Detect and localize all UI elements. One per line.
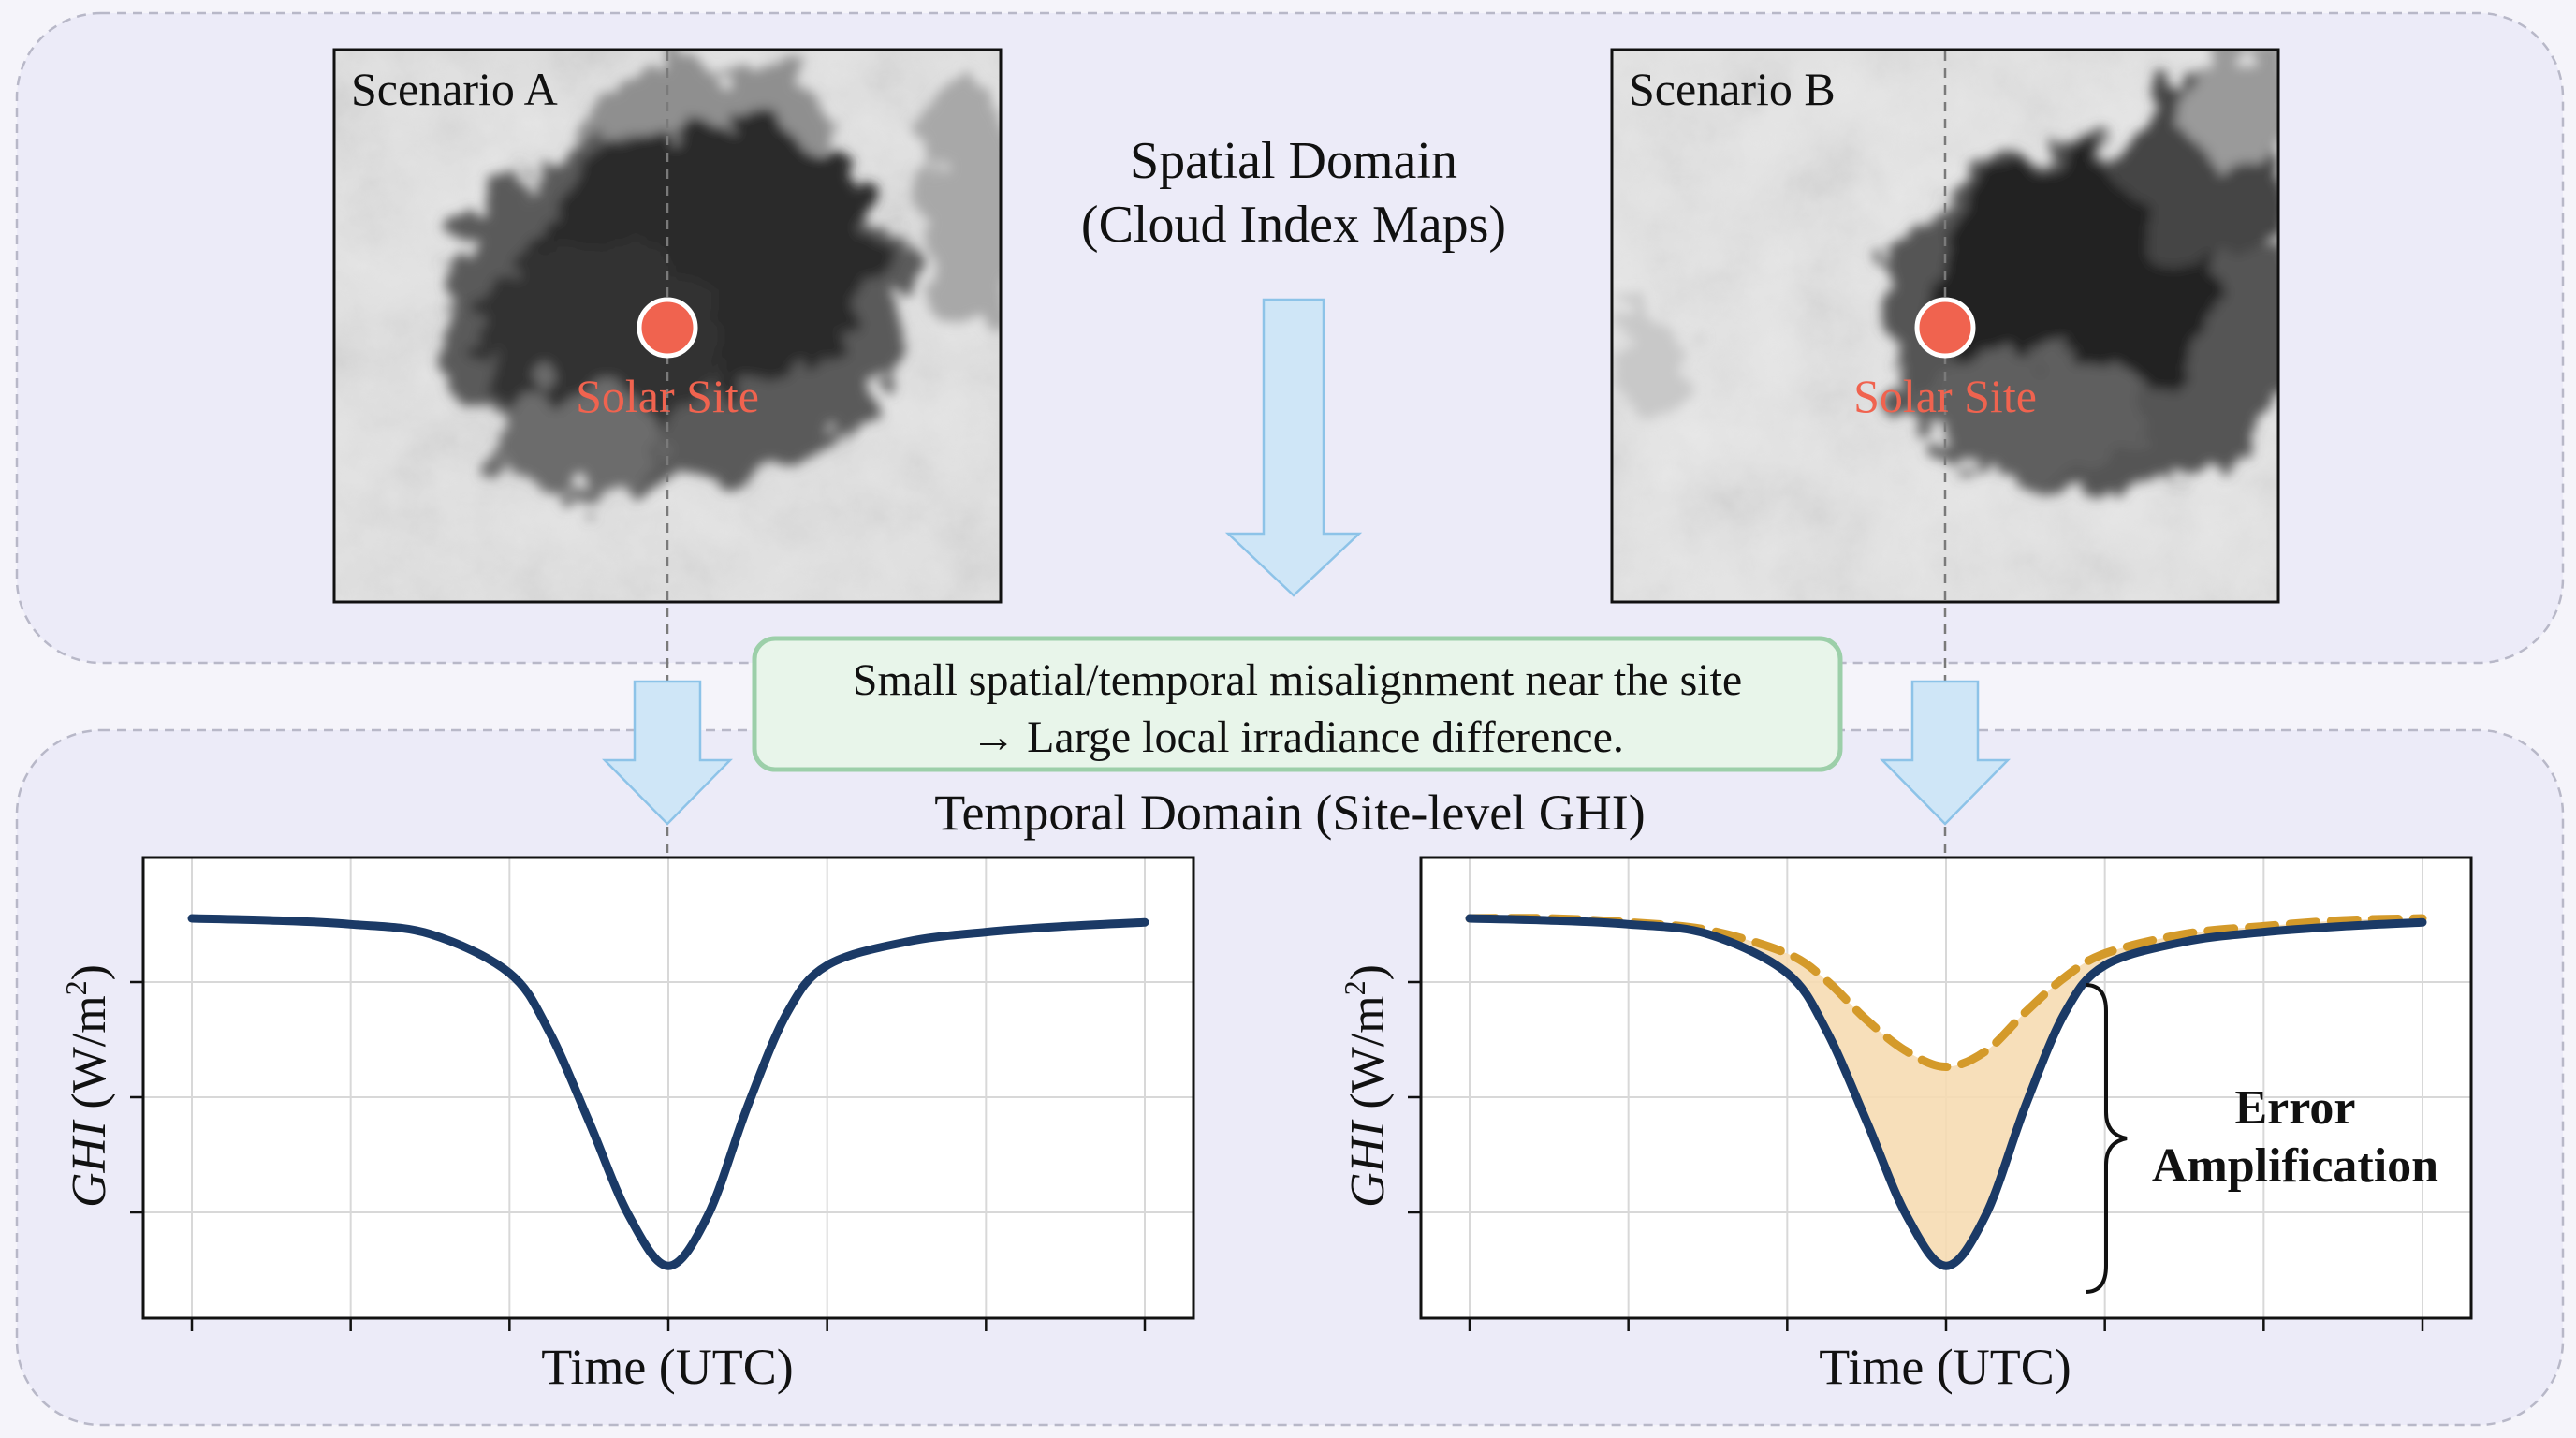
plot-a-ylabel-unit: (W/m — [63, 995, 116, 1121]
plot-b-ylabel-var: GHI — [1341, 1119, 1395, 1208]
down-arrow-b — [1880, 680, 2011, 826]
misalignment-callout — [752, 636, 1843, 772]
plot-a-series — [187, 914, 1149, 1270]
plot-a-frame — [141, 856, 1195, 1320]
plot-b-ticks — [1408, 980, 2424, 1331]
map-b-frame — [1610, 48, 2280, 604]
plot-b-ylabel-sup: 2 — [1338, 980, 1371, 995]
map-a-frame — [332, 48, 1003, 604]
spatial-domain-subtitle: (Cloud Index Maps) — [1081, 196, 1506, 254]
error-annotation-line-2: Amplification — [2152, 1139, 2438, 1193]
down-arrow-a — [602, 680, 733, 826]
scenario-a-label: Scenario A — [351, 63, 558, 115]
plot-a-ticks — [130, 980, 1147, 1331]
plot-a-xlabel: Time (UTC) — [541, 1339, 794, 1395]
callout-line-2: → Large local irradiance difference. — [971, 712, 1624, 762]
plot-b-error-region — [1470, 917, 2422, 1267]
plot-b-error-fill — [1470, 917, 2422, 1267]
callout-line-1: Small spatial/temporal misalignment near… — [853, 655, 1742, 705]
plot-b-ylabel-unit: (W/m — [1341, 995, 1395, 1121]
ghi-plot-a: Time (UTC) GHI (W/m2) — [59, 856, 1195, 1395]
error-brace — [2085, 983, 2128, 1294]
ghi-plot-b: Error Amplification Time (UTC) GHI (W/m2… — [1338, 856, 2473, 1395]
plot-a-ylabel-var: GHI — [63, 1119, 116, 1208]
plot-b-ylabel: GHI (W/m2) — [1338, 964, 1395, 1208]
scenario-b-label: Scenario B — [1629, 63, 1836, 115]
plot-b-ylabel-close: ) — [1341, 964, 1395, 980]
plot-a-ylabel-close: ) — [63, 964, 116, 980]
plot-b-frame — [1419, 856, 2473, 1320]
error-annotation-line-1: Error — [2235, 1081, 2356, 1135]
plot-b-line-observed — [1465, 914, 2427, 1270]
plot-a-line-observed — [187, 914, 1149, 1270]
plot-a-ylabel-sup: 2 — [59, 980, 93, 995]
down-arrow-center — [1224, 298, 1363, 597]
solar-site-marker-a — [637, 297, 698, 359]
plot-b-xlabel: Time (UTC) — [1819, 1339, 2071, 1395]
solar-site-label-b: Solar Site — [1853, 370, 2037, 422]
temporal-domain-title: Temporal Domain (Site-level GHI) — [934, 785, 1645, 841]
plot-b-series — [1465, 914, 2427, 1270]
solar-site-marker-b — [1914, 297, 1976, 359]
plot-a-ylabel: GHI (W/m2) — [59, 964, 116, 1208]
spatial-domain-title: Spatial Domain — [1130, 132, 1457, 190]
solar-site-label-a: Solar Site — [576, 370, 759, 422]
